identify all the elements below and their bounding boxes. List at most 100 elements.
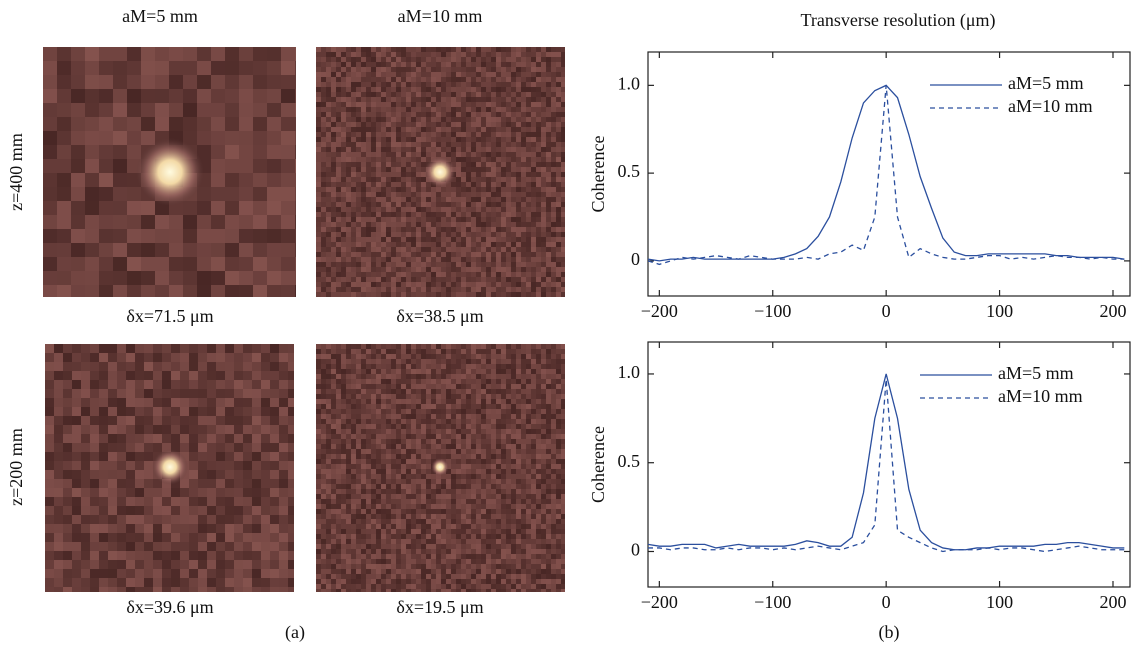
speckle xyxy=(436,419,441,424)
speckle xyxy=(171,371,180,380)
speckle xyxy=(207,524,216,533)
speckle xyxy=(326,479,331,484)
speckle xyxy=(496,282,501,287)
speckle xyxy=(466,454,471,459)
speckle xyxy=(496,187,501,192)
speckle xyxy=(234,479,243,488)
speckle xyxy=(551,369,556,374)
speckle xyxy=(366,122,371,127)
speckle xyxy=(126,506,135,515)
speckle xyxy=(556,409,561,414)
speckle xyxy=(216,344,225,353)
speckle xyxy=(486,97,491,102)
speckle xyxy=(155,61,169,75)
speckle xyxy=(401,132,406,137)
speckle xyxy=(336,67,341,72)
speckle xyxy=(108,488,117,497)
speckle xyxy=(531,262,536,267)
speckle xyxy=(326,359,331,364)
speckle xyxy=(361,217,366,222)
speckle xyxy=(331,469,336,474)
speckle xyxy=(441,112,446,117)
speckle xyxy=(556,87,561,92)
speckle xyxy=(391,152,396,157)
speckle xyxy=(456,77,461,82)
speckle xyxy=(144,452,153,461)
speckle xyxy=(546,137,551,142)
speckle xyxy=(491,404,496,409)
speckle xyxy=(331,409,336,414)
speckle xyxy=(261,398,270,407)
speckle xyxy=(436,197,441,202)
speckle xyxy=(361,474,366,479)
speckle xyxy=(466,389,471,394)
speckle xyxy=(471,142,476,147)
speckle xyxy=(501,52,506,57)
speckle xyxy=(361,282,366,287)
speckle xyxy=(421,87,426,92)
speckle xyxy=(63,488,72,497)
speckle xyxy=(144,515,153,524)
speckle xyxy=(451,62,456,67)
speckle xyxy=(561,354,565,359)
speckle xyxy=(270,479,279,488)
speckle xyxy=(456,142,461,147)
speckle xyxy=(371,404,376,409)
speckle xyxy=(63,416,72,425)
speckle xyxy=(336,479,341,484)
speckle xyxy=(197,285,211,297)
speckle xyxy=(331,192,336,197)
speckle xyxy=(99,461,108,470)
speckle xyxy=(556,399,561,404)
speckle xyxy=(541,187,546,192)
speckle xyxy=(406,257,411,262)
speckle xyxy=(466,157,471,162)
speckle xyxy=(491,344,496,349)
speckle xyxy=(516,87,521,92)
speckle xyxy=(386,439,391,444)
speckle xyxy=(556,167,561,172)
speckle xyxy=(99,587,108,592)
speckle xyxy=(108,407,117,416)
speckle xyxy=(551,77,556,82)
speckle xyxy=(189,578,198,587)
speckle xyxy=(466,182,471,187)
speckle xyxy=(225,587,234,592)
speckle xyxy=(511,409,516,414)
speckle xyxy=(406,454,411,459)
speckle xyxy=(426,464,431,469)
speckle xyxy=(531,52,536,57)
speckle xyxy=(336,112,341,117)
speckle xyxy=(239,145,253,159)
speckle xyxy=(481,419,486,424)
speckle xyxy=(63,353,72,362)
speckle xyxy=(401,444,406,449)
speckle xyxy=(461,162,466,167)
speckle xyxy=(126,479,135,488)
speckle xyxy=(546,102,551,107)
speckle xyxy=(54,551,63,560)
speckle xyxy=(411,127,416,132)
speckle xyxy=(431,247,436,252)
speckle xyxy=(371,167,376,172)
speckle xyxy=(346,277,351,282)
speckle xyxy=(421,287,426,292)
speckle xyxy=(471,67,476,72)
speckle xyxy=(526,469,531,474)
speckle xyxy=(386,192,391,197)
speckle xyxy=(341,282,346,287)
speckle xyxy=(406,57,411,62)
speckle xyxy=(486,399,491,404)
speckle xyxy=(81,533,90,542)
speckle xyxy=(466,404,471,409)
speckle xyxy=(81,497,90,506)
speckle xyxy=(336,369,341,374)
speckle xyxy=(471,162,476,167)
speckle xyxy=(361,197,366,202)
speckle xyxy=(72,560,81,569)
speckle xyxy=(351,107,356,112)
speckle xyxy=(446,242,451,247)
speckle xyxy=(216,425,225,434)
speckle xyxy=(486,167,491,172)
speckle xyxy=(341,222,346,227)
